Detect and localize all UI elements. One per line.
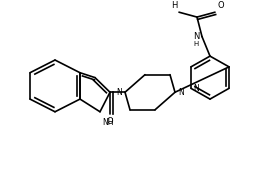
Text: N: N (193, 84, 199, 93)
Text: NH: NH (102, 118, 114, 127)
Text: N: N (178, 88, 184, 97)
Text: O: O (107, 117, 113, 126)
Text: H: H (194, 41, 199, 48)
Text: N: N (193, 32, 199, 41)
Text: O: O (217, 1, 224, 10)
Text: H: H (171, 1, 177, 10)
Text: N: N (116, 88, 122, 97)
